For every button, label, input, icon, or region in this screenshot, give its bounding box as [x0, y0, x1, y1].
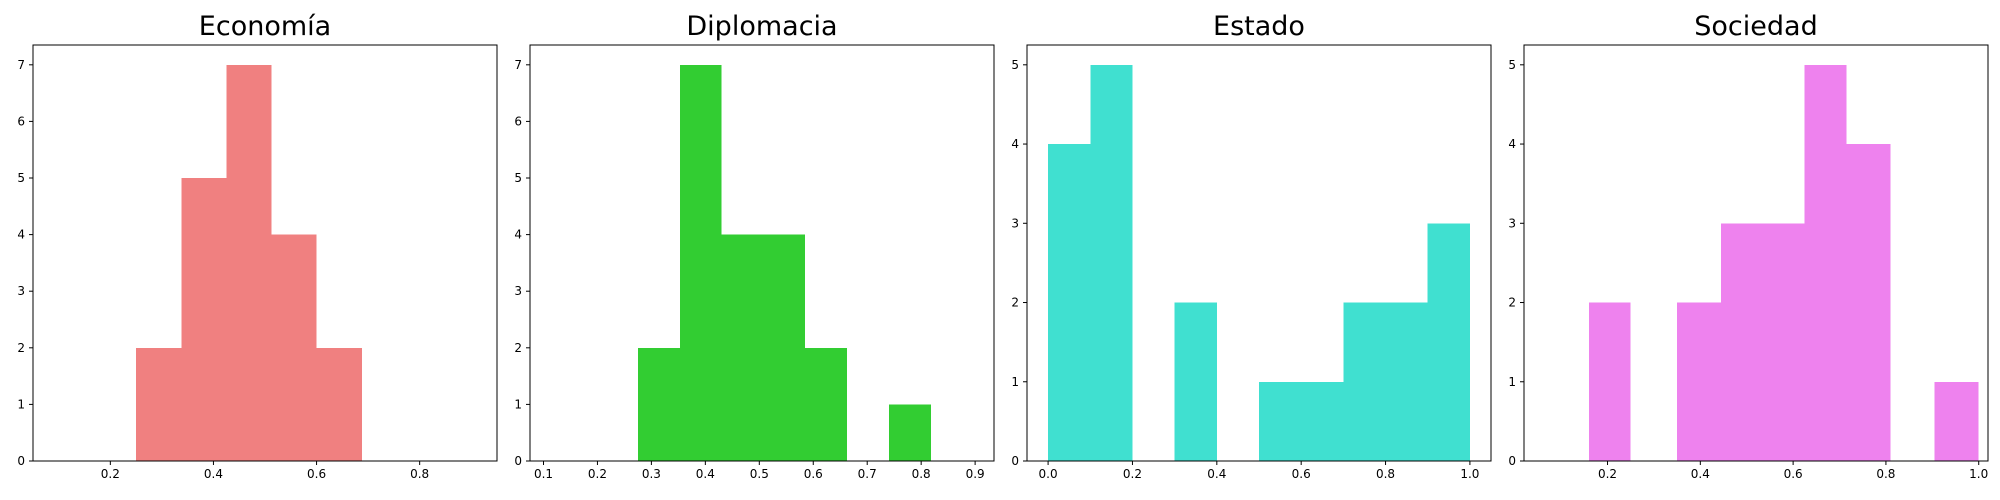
histogram-bar [721, 234, 764, 461]
y-tick-label: 7 [17, 58, 25, 72]
chart-panel-1: 0.2 0.4 0.6 0.8 0 1 2 3 4 5 6 7 Economía [17, 11, 498, 481]
x-tick-label: 1.0 [1460, 467, 1479, 481]
y-tick-label: 4 [514, 228, 522, 242]
y-tick-label: 2 [1508, 296, 1516, 310]
y-tick-label: 3 [1011, 216, 1019, 230]
histogram-bar [1427, 223, 1470, 461]
x-tick-label: 0.8 [1876, 467, 1895, 481]
y-tick-label: 5 [17, 171, 25, 185]
x-tick-label: 0.6 [307, 467, 326, 481]
y-tick-label: 5 [1011, 58, 1019, 72]
chart-title: Diplomacia [686, 11, 837, 42]
y-tick-label: 0 [17, 454, 25, 468]
histogram-bar [1174, 302, 1217, 461]
y-tick-label: 2 [1011, 296, 1019, 310]
chart-panel-4: 0.2 0.4 0.6 0.8 1.0 0 1 2 3 4 5 Sociedad [1508, 11, 1989, 481]
chart-title: Economía [199, 11, 331, 42]
histogram-bar [1846, 144, 1891, 462]
y-tick-label: 5 [1508, 58, 1516, 72]
x-tick-label: 0.9 [966, 467, 985, 481]
y-tick-label: 2 [17, 341, 25, 355]
histogram-bar [637, 347, 680, 461]
y-tick-label: 6 [514, 114, 522, 128]
histogram-bar [888, 404, 931, 461]
y-tick-label: 3 [17, 284, 25, 298]
chart-title: Estado [1213, 11, 1305, 42]
histogram-bar [805, 347, 848, 461]
y-tick-label: 4 [17, 228, 25, 242]
histogram-bar [271, 234, 317, 461]
histogram-bar [1090, 64, 1133, 462]
x-tick-label: 0.2 [1123, 467, 1142, 481]
x-tick-label: 0.3 [642, 467, 661, 481]
histogram-bar [1343, 302, 1386, 461]
x-tick-label: 0.8 [1376, 467, 1395, 481]
chart-panel-2: 0.1 0.2 0.3 0.4 0.5 0.6 0.7 0.8 0.9 0 1 2 3 4 5 6 7 Diplo… [514, 11, 995, 481]
y-tick-label: 4 [1011, 137, 1019, 151]
histogram-bar [136, 347, 182, 461]
x-tick-label: 0.8 [912, 467, 931, 481]
histogram-bar [226, 64, 272, 462]
histogram-bar [181, 178, 227, 461]
x-tick-label: 0.0 [1039, 467, 1058, 481]
y-tick-label: 4 [1508, 137, 1516, 151]
x-tick-label: 0.6 [1292, 467, 1311, 481]
x-tick-label: 0.5 [750, 467, 769, 481]
chart-title: Sociedad [1694, 11, 1817, 42]
y-tick-label: 1 [514, 397, 522, 411]
y-tick-label: 0 [514, 454, 522, 468]
y-tick-label: 2 [514, 341, 522, 355]
x-tick-label: 0.4 [1691, 467, 1710, 481]
x-tick-label: 0.8 [410, 467, 429, 481]
y-tick-label: 5 [514, 171, 522, 185]
x-tick-label: 0.1 [534, 467, 553, 481]
y-tick-label: 1 [17, 397, 25, 411]
histogram-bar [1934, 381, 1979, 461]
histogram-bar [763, 234, 806, 461]
y-tick-label: 0 [1011, 454, 1019, 468]
axes-frame [1026, 44, 1492, 462]
x-tick-label: 0.4 [696, 467, 715, 481]
x-tick-label: 1.0 [1969, 467, 1988, 481]
y-tick-label: 7 [514, 58, 522, 72]
histogram-bar [1048, 144, 1091, 462]
y-tick-label: 3 [514, 284, 522, 298]
y-tick-label: 1 [1011, 375, 1019, 389]
histogram-bar [1765, 223, 1805, 461]
x-tick-label: 0.6 [804, 467, 823, 481]
histogram-bar [679, 64, 722, 462]
histogram-bar [1721, 223, 1766, 461]
x-tick-label: 0.2 [101, 467, 120, 481]
x-tick-label: 0.6 [1784, 467, 1803, 481]
histogram-bar [1385, 302, 1428, 461]
histogram-bar [1588, 302, 1631, 461]
chart-panel-3: 0.0 0.2 0.4 0.6 0.8 1.0 0 1 2 3 4 5 Estado [1011, 11, 1492, 481]
y-tick-label: 6 [17, 114, 25, 128]
y-tick-label: 0 [1508, 454, 1516, 468]
histogram-bar [1677, 302, 1722, 461]
axes-frame [529, 44, 995, 462]
axes-frame [32, 44, 498, 462]
y-tick-label: 1 [1508, 375, 1516, 389]
histogram-bar [1259, 381, 1302, 461]
x-tick-label: 0.4 [204, 467, 223, 481]
x-tick-label: 0.7 [858, 467, 877, 481]
histogram-bar [316, 347, 362, 461]
x-tick-label: 0.2 [588, 467, 607, 481]
histogram-bar [1804, 64, 1847, 462]
y-tick-label: 3 [1508, 216, 1516, 230]
axes-frame [1523, 44, 1989, 462]
x-tick-label: 0.4 [1207, 467, 1226, 481]
histogram-bar [1301, 381, 1344, 461]
x-tick-label: 0.2 [1598, 467, 1617, 481]
